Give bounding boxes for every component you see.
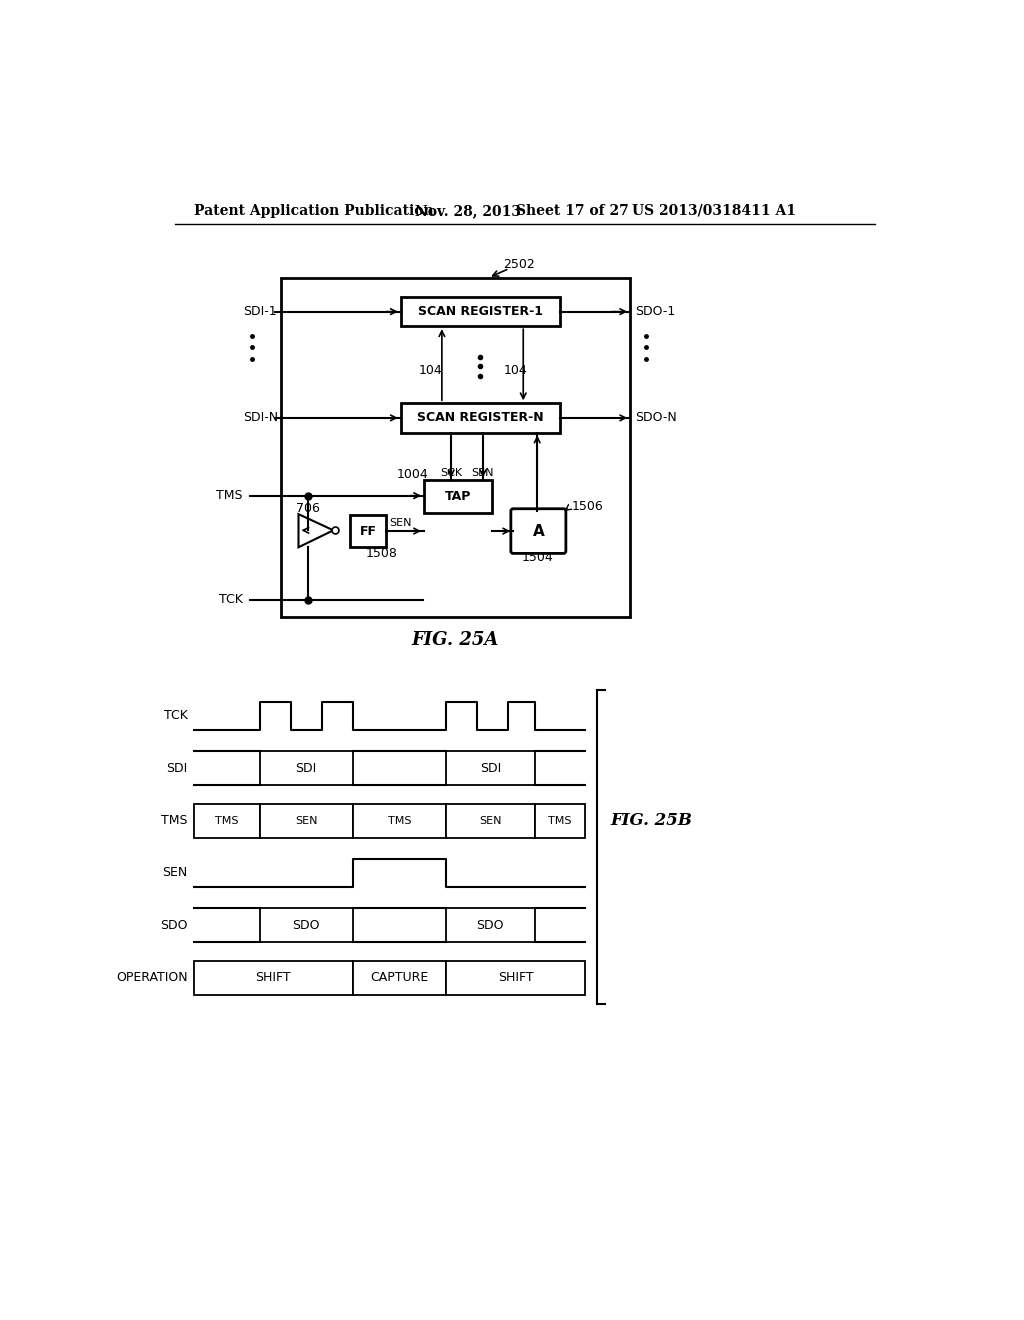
Text: 1508: 1508 <box>366 546 397 560</box>
Text: 2502: 2502 <box>504 259 536 271</box>
Text: SDO-1: SDO-1 <box>636 305 676 318</box>
Text: Sheet 17 of 27: Sheet 17 of 27 <box>515 203 629 218</box>
Bar <box>350 515 386 548</box>
Bar <box>194 804 260 838</box>
Text: Nov. 28, 2013: Nov. 28, 2013 <box>415 203 521 218</box>
Text: FF: FF <box>359 524 377 537</box>
Bar <box>535 804 586 838</box>
Text: SCAN REGISTER-N: SCAN REGISTER-N <box>418 412 544 425</box>
Bar <box>352 961 445 995</box>
Bar <box>352 804 445 838</box>
Text: SEN: SEN <box>472 467 495 478</box>
Bar <box>194 961 352 995</box>
Text: SEN: SEN <box>295 816 317 825</box>
Text: SDO-N: SDO-N <box>636 412 677 425</box>
Text: SDI-N: SDI-N <box>243 412 278 425</box>
Text: OPERATION: OPERATION <box>116 972 187 985</box>
Text: 104: 104 <box>419 363 442 376</box>
Text: TMS: TMS <box>548 816 571 825</box>
Text: US 2013/0318411 A1: US 2013/0318411 A1 <box>632 203 796 218</box>
Bar <box>281 277 630 616</box>
Text: A: A <box>532 524 544 539</box>
Text: SEN: SEN <box>389 519 412 528</box>
Text: Patent Application Publication: Patent Application Publication <box>194 203 433 218</box>
Text: SEN: SEN <box>163 866 187 879</box>
FancyBboxPatch shape <box>511 508 566 553</box>
Bar <box>445 804 535 838</box>
Bar <box>260 751 352 785</box>
Text: CAPTURE: CAPTURE <box>370 972 428 985</box>
Text: SCAN REGISTER-1: SCAN REGISTER-1 <box>418 305 543 318</box>
Text: TMS: TMS <box>215 816 239 825</box>
Text: SDI-1: SDI-1 <box>243 305 276 318</box>
Text: SEN: SEN <box>479 816 502 825</box>
Text: SDO: SDO <box>293 919 319 932</box>
Text: TMS: TMS <box>216 490 243 502</box>
Text: SCK: SCK <box>440 467 462 478</box>
Text: SHIFT: SHIFT <box>498 972 534 985</box>
Bar <box>424 480 493 512</box>
Text: TCK: TCK <box>219 593 243 606</box>
Text: 706: 706 <box>296 502 319 515</box>
Text: SDI: SDI <box>296 762 316 775</box>
Text: 104: 104 <box>504 363 527 376</box>
Bar <box>400 297 560 326</box>
Text: SDI: SDI <box>167 762 187 775</box>
Text: 1504: 1504 <box>521 550 553 564</box>
Text: 1506: 1506 <box>571 500 603 513</box>
Text: SDI: SDI <box>479 762 501 775</box>
Text: TMS: TMS <box>387 816 411 825</box>
Bar <box>445 961 586 995</box>
Text: TCK: TCK <box>164 709 187 722</box>
Text: TMS: TMS <box>161 814 187 828</box>
Text: SDO: SDO <box>160 919 187 932</box>
Text: SDO: SDO <box>476 919 504 932</box>
Bar <box>400 404 560 433</box>
Bar <box>445 751 535 785</box>
Polygon shape <box>299 515 334 548</box>
Text: FIG. 25A: FIG. 25A <box>412 631 499 648</box>
Text: TAP: TAP <box>445 490 471 503</box>
Bar <box>445 908 535 942</box>
Text: SHIFT: SHIFT <box>256 972 291 985</box>
Text: FIG. 25B: FIG. 25B <box>611 812 692 829</box>
Bar <box>260 804 352 838</box>
Bar <box>260 908 352 942</box>
Text: 1004: 1004 <box>397 467 429 480</box>
